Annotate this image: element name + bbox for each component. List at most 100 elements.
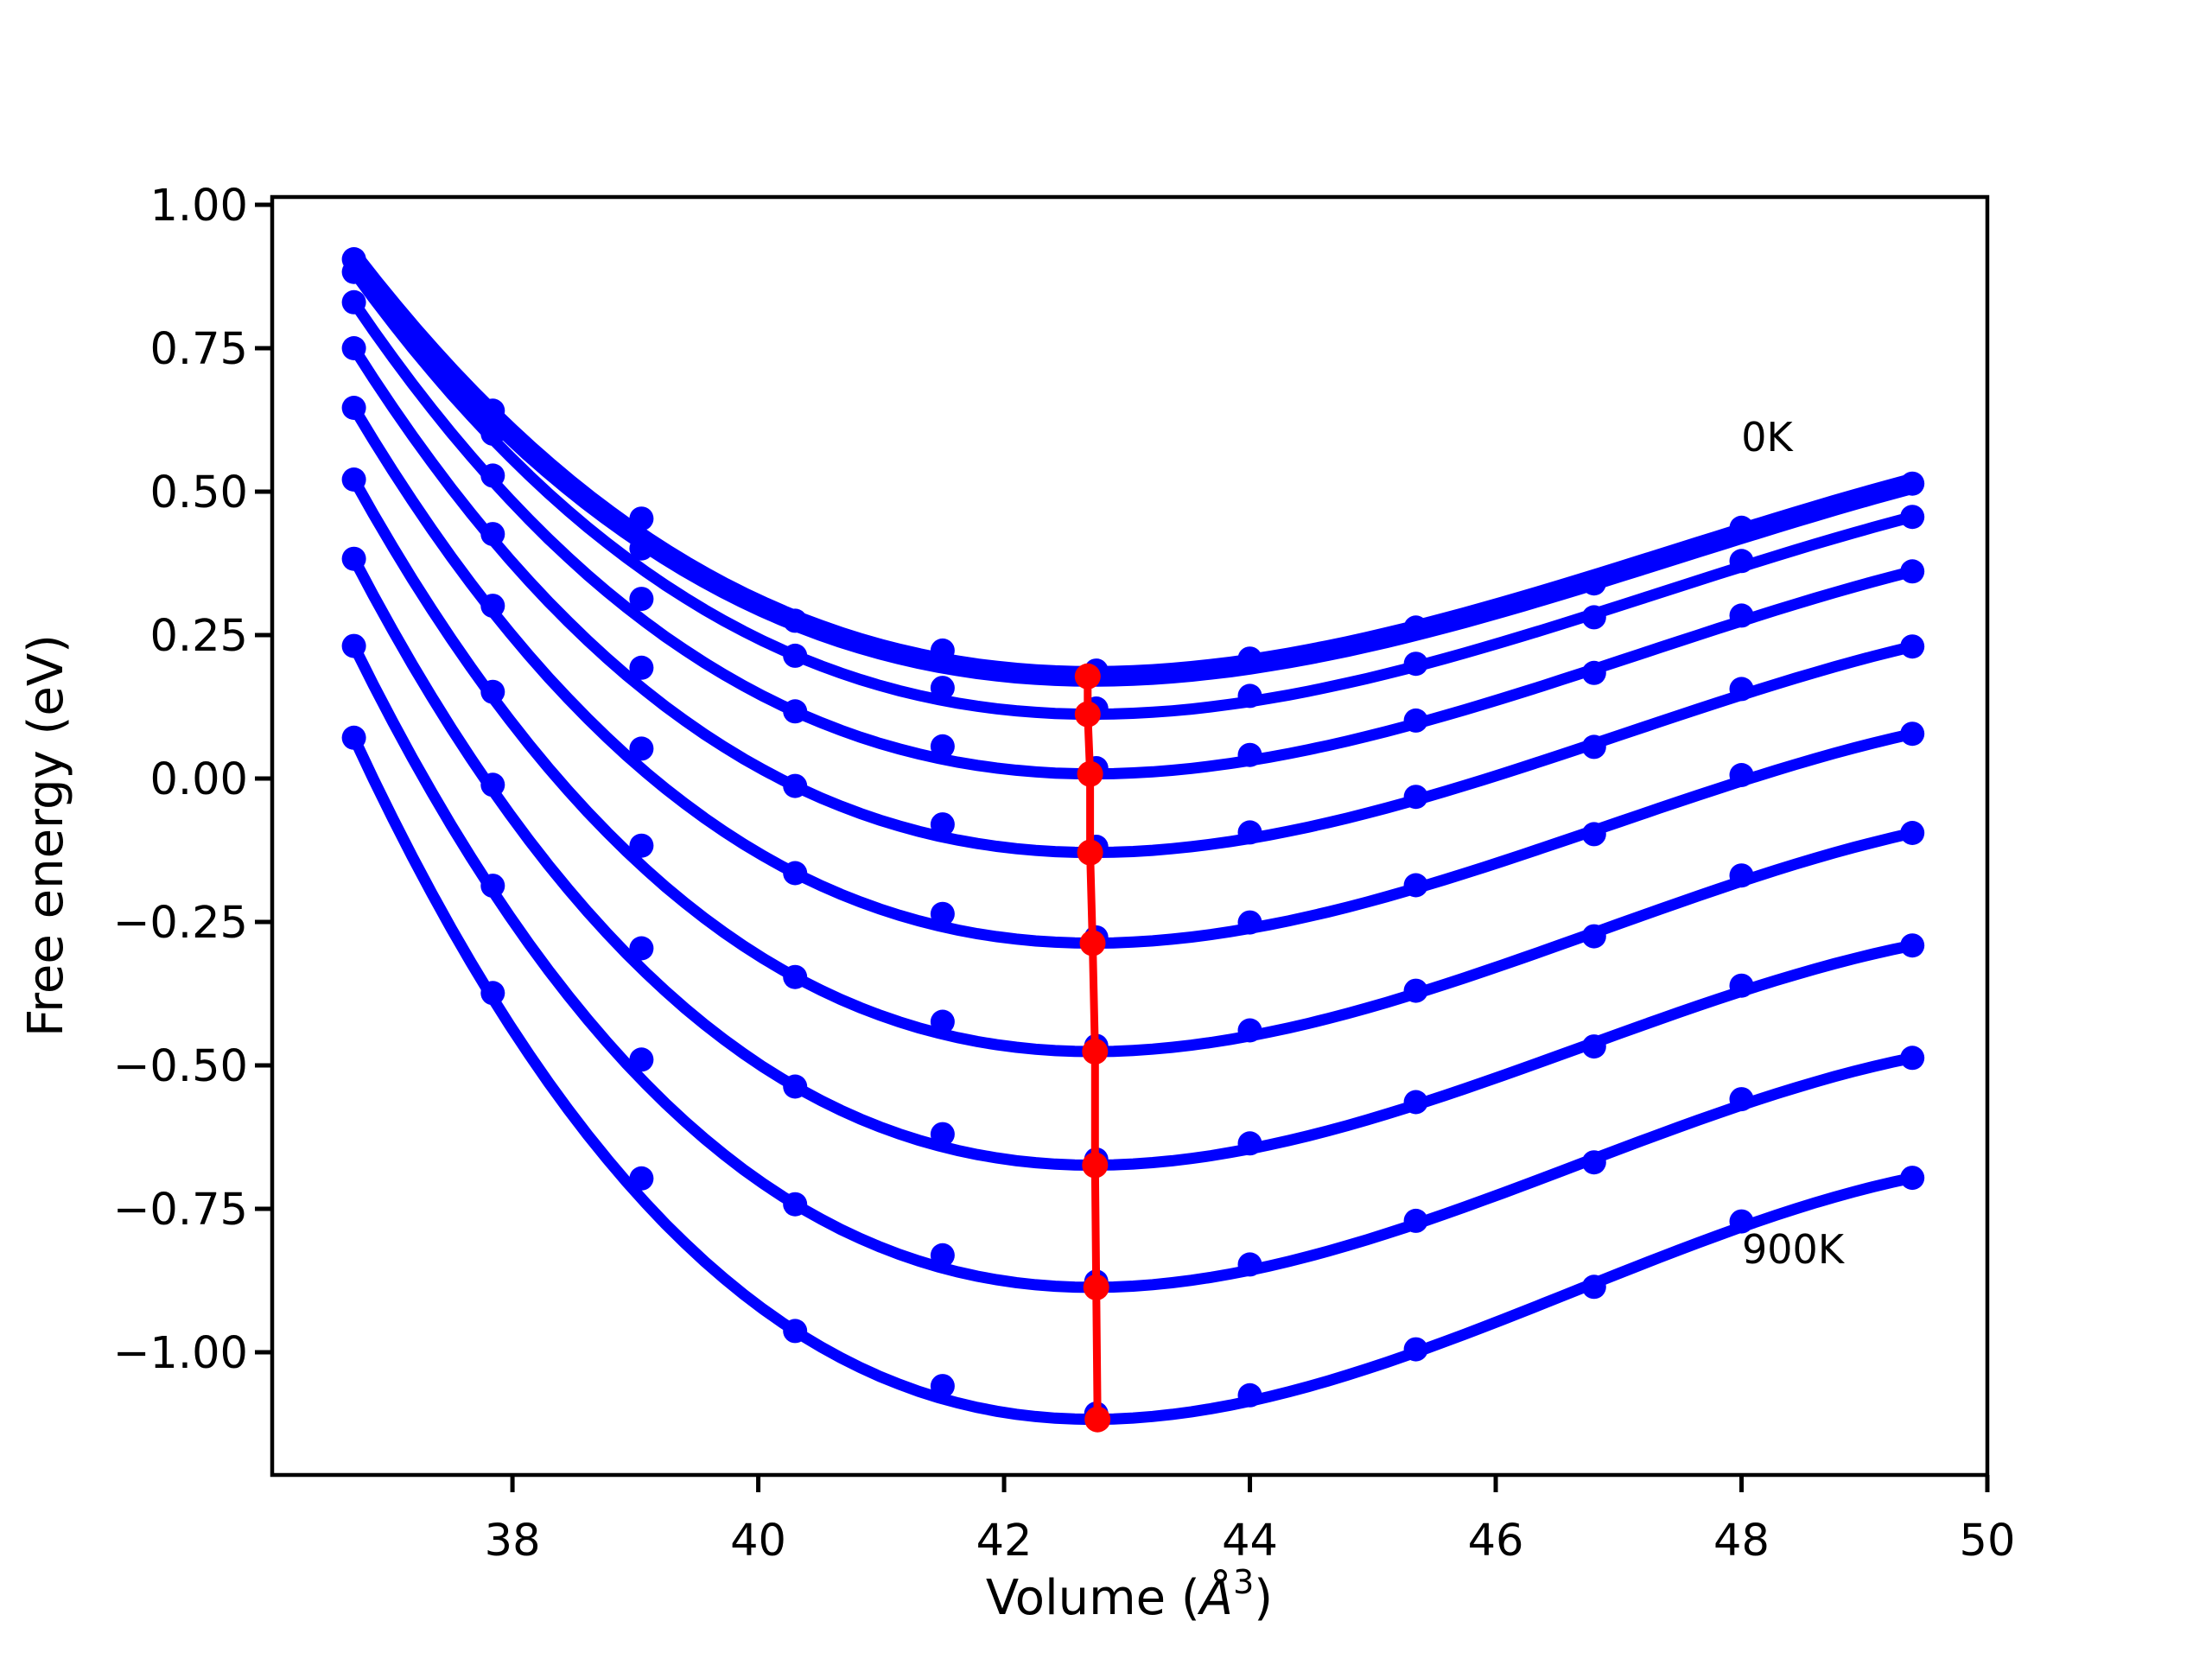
equilibrium-point xyxy=(1074,701,1101,728)
data-point xyxy=(783,861,808,886)
data-point xyxy=(930,734,955,759)
tick-labels-group: 38 40 42 44 46 48 50 1.00 0.75 0.50 0.25 0.00 −0.25 −… xyxy=(113,181,2016,1567)
equilibrium-point xyxy=(1082,1039,1109,1065)
ev-curves-group xyxy=(343,249,1923,1426)
equilibrium-point xyxy=(1077,839,1103,866)
x-tick-label: 48 xyxy=(1713,1516,1770,1567)
data-point xyxy=(1581,822,1606,847)
data-point xyxy=(1403,708,1428,733)
data-point xyxy=(1237,1018,1262,1043)
data-point xyxy=(1403,978,1428,1003)
data-point xyxy=(1581,734,1606,760)
data-point xyxy=(1900,821,1925,845)
data-point xyxy=(1900,471,1925,496)
ev-curve-T2 xyxy=(348,296,1918,780)
data-point xyxy=(930,1374,955,1399)
x-tick-label: 46 xyxy=(1468,1516,1524,1567)
ev-curve-T6 xyxy=(348,553,1918,1172)
y-axis-label: Free energy (eV) xyxy=(18,634,74,1037)
data-point xyxy=(1729,603,1754,628)
ev-curve-T3 xyxy=(348,342,1918,859)
data-point xyxy=(1237,646,1262,671)
data-point xyxy=(1237,683,1262,709)
data-point xyxy=(1581,660,1606,685)
axis-ticks-group xyxy=(255,202,1990,1492)
equilibrium-point xyxy=(1079,930,1106,957)
data-point xyxy=(783,1192,808,1217)
annotation-900K: 900K xyxy=(1742,1226,1846,1273)
y-tick-label: −0.50 xyxy=(113,1041,248,1092)
data-point xyxy=(480,981,505,1006)
y-tick-label: 0.00 xyxy=(149,754,248,805)
ev-curve-T7 xyxy=(348,640,1918,1294)
data-point xyxy=(1237,1252,1262,1277)
data-point xyxy=(341,725,366,750)
ev-curve-900K xyxy=(348,732,1918,1426)
data-point xyxy=(1403,1337,1428,1362)
data-point xyxy=(1729,973,1754,998)
data-point xyxy=(1729,677,1754,702)
data-point xyxy=(1237,1131,1262,1156)
data-point xyxy=(1900,634,1925,659)
data-point xyxy=(629,1166,654,1191)
data-point xyxy=(930,1009,955,1034)
y-tick-label: 0.50 xyxy=(149,467,248,518)
data-point xyxy=(629,655,654,680)
data-point xyxy=(783,608,808,633)
equilibrium-point xyxy=(1084,1406,1111,1433)
data-point xyxy=(930,1243,955,1268)
data-point xyxy=(1729,1087,1754,1112)
data-point xyxy=(480,594,505,619)
x-tick-label: 40 xyxy=(730,1516,786,1567)
data-point xyxy=(783,1074,808,1099)
data-point xyxy=(480,463,505,488)
data-point xyxy=(930,1122,955,1147)
data-point xyxy=(1900,721,1925,747)
data-point xyxy=(1403,1208,1428,1233)
data-point xyxy=(341,396,366,420)
y-tick-label: −0.75 xyxy=(113,1185,248,1236)
y-tick-label: −0.25 xyxy=(113,898,248,949)
ev-curve-0K xyxy=(343,249,1923,687)
x-tick-label: 38 xyxy=(485,1516,541,1567)
data-point xyxy=(1729,515,1754,540)
data-point xyxy=(783,643,808,668)
data-point xyxy=(783,964,808,989)
data-point xyxy=(1900,1046,1925,1071)
equilibrium-point xyxy=(1074,663,1101,690)
x-tick-label: 44 xyxy=(1222,1516,1278,1567)
y-tick-label: 0.75 xyxy=(149,324,248,375)
data-point xyxy=(930,638,955,663)
data-point xyxy=(480,421,505,446)
data-point xyxy=(629,506,654,531)
data-point xyxy=(930,901,955,926)
equilibrium-point xyxy=(1083,1274,1109,1300)
data-point xyxy=(341,467,366,492)
equilibrium-point xyxy=(1082,1152,1109,1179)
equilibrium-point xyxy=(1077,760,1103,787)
data-point xyxy=(629,736,654,761)
data-point xyxy=(1581,605,1606,630)
y-tick-label: 1.00 xyxy=(149,181,248,232)
data-point xyxy=(341,259,366,284)
annotation-0K: 0K xyxy=(1741,414,1794,461)
x-axis-label: Volume (Å3) xyxy=(986,1563,1273,1626)
data-point xyxy=(341,289,366,315)
data-point xyxy=(629,1047,654,1072)
data-point xyxy=(1581,1150,1606,1175)
data-point xyxy=(1900,505,1925,530)
plot-frame xyxy=(270,194,1990,1478)
data-point xyxy=(1729,549,1754,574)
data-point xyxy=(480,874,505,899)
data-point xyxy=(930,676,955,701)
data-point xyxy=(480,398,505,423)
data-point xyxy=(783,1319,808,1344)
data-point xyxy=(1403,785,1428,810)
data-point xyxy=(1237,820,1262,845)
x-tick-label: 50 xyxy=(1960,1516,2016,1567)
y-tick-label: −1.00 xyxy=(113,1328,248,1379)
data-point xyxy=(629,833,654,858)
ev-curve-T5 xyxy=(348,474,1918,1058)
